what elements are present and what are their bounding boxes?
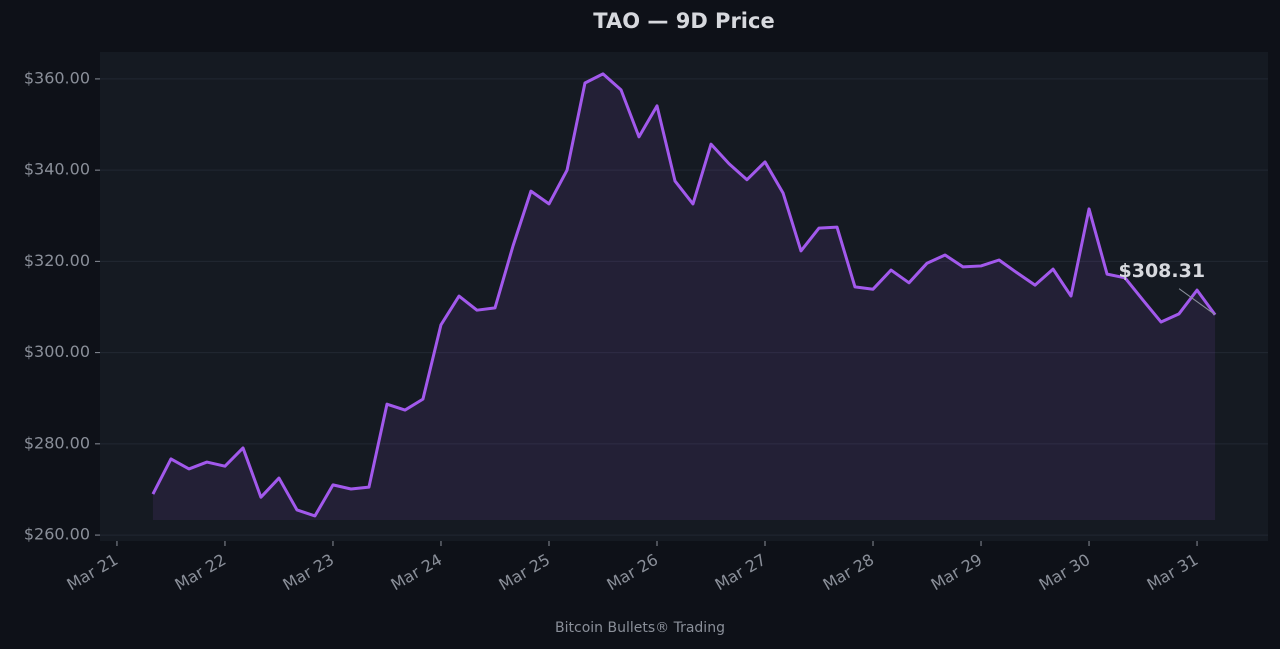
y-tick-label: $320.00 — [24, 251, 90, 270]
area — [152, 73, 1216, 521]
annotation-arrow — [1178, 288, 1216, 316]
annotation: $308.31 — [1119, 260, 1206, 282]
footer: Bitcoin Bullets® Trading — [555, 620, 725, 636]
y-tick-label: $340.00 — [24, 160, 90, 179]
line — [151, 72, 1217, 518]
y-tick-label: $260.00 — [24, 525, 90, 544]
plot-area — [100, 52, 1268, 541]
y-tick-label: $300.00 — [24, 342, 90, 361]
chart-title: TAO — 9D Price — [593, 9, 774, 33]
y-tick-label: $360.00 — [24, 68, 90, 87]
y-tick-label: $280.00 — [24, 433, 90, 452]
